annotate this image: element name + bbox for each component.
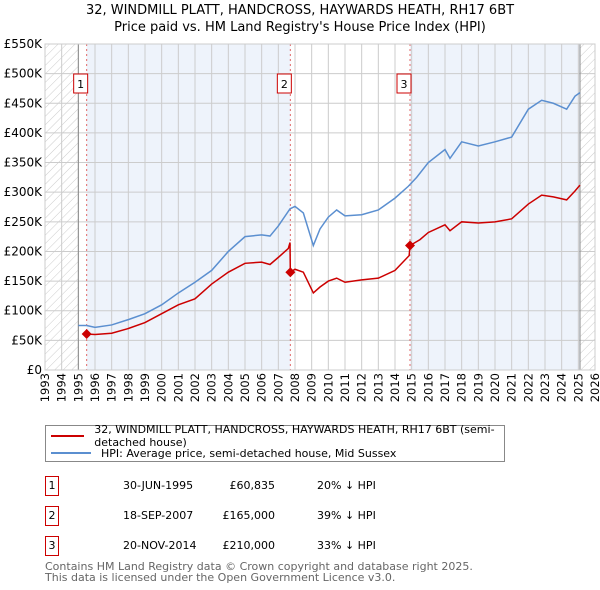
x-tick-label: 2013 bbox=[371, 373, 385, 402]
transaction-date: 30-JUN-1995 bbox=[123, 479, 194, 492]
legend-swatch-hpi bbox=[51, 452, 91, 454]
legend: 32, WINDMILL PLATT, HANDCROSS, HAYWARDS … bbox=[45, 423, 505, 462]
x-tick-label: 2024 bbox=[555, 373, 569, 402]
x-tick-label: 2008 bbox=[288, 373, 302, 402]
x-tick-label: 2001 bbox=[171, 373, 185, 402]
transaction-price: £165,000 bbox=[222, 509, 276, 522]
transaction-price: £60,835 bbox=[229, 479, 276, 492]
x-tick-label: 1994 bbox=[55, 373, 69, 402]
sale-label: 2 bbox=[281, 78, 288, 91]
sale-label-box bbox=[276, 73, 292, 94]
transaction-price: £210,000 bbox=[222, 539, 276, 552]
series-line-hpi bbox=[78, 91, 581, 329]
x-tick-label: 2006 bbox=[255, 373, 269, 402]
price-chart: 1993 1994 1995 1996 1997 1998 1999 2000 2001 2002… bbox=[4, 37, 600, 402]
x-tick-label: 2026 bbox=[588, 373, 600, 402]
x-tick-label: 2019 bbox=[471, 373, 485, 402]
x-tick-label: 2025 bbox=[571, 373, 585, 402]
x-tick-label: 2007 bbox=[271, 373, 285, 402]
footer-copyright: Contains HM Land Registry data © Crown c… bbox=[45, 560, 473, 573]
x-tick-label: 1993 bbox=[38, 373, 52, 402]
x-tick-label: 2011 bbox=[338, 373, 352, 402]
transaction-hpi: 33% ↓ HPI bbox=[317, 539, 376, 552]
x-tick-label: 2016 bbox=[421, 373, 435, 402]
legend-label-hpi: HPI: Average price, semi-detached house,… bbox=[101, 446, 397, 460]
transaction-number: 2 bbox=[45, 506, 59, 526]
legend-label-property: 32, WINDMILL PLATT, HANDCROSS, HAYWARDS … bbox=[94, 423, 495, 449]
x-tick-label: 2022 bbox=[521, 373, 535, 402]
footer-licence: This data is licensed under the Open Gov… bbox=[45, 571, 396, 584]
y-tick-label: £0 bbox=[27, 363, 42, 377]
y-tick-label: £100K bbox=[4, 304, 44, 318]
y-tick-label: £400K bbox=[4, 126, 44, 140]
legend-swatch-property bbox=[51, 435, 85, 437]
sale-label-box bbox=[396, 73, 412, 94]
x-tick-label: 1997 bbox=[105, 373, 119, 402]
hatched-region bbox=[580, 44, 595, 370]
transaction-date: 20-NOV-2014 bbox=[123, 539, 197, 552]
y-tick-label: £350K bbox=[4, 156, 44, 170]
sale-point bbox=[285, 267, 296, 278]
sale-point bbox=[81, 328, 92, 339]
x-tick-label: 1999 bbox=[138, 373, 152, 402]
plot-border bbox=[44, 43, 596, 371]
y-tick-label: £150K bbox=[4, 274, 44, 288]
x-tick-label: 2010 bbox=[321, 373, 335, 402]
y-tick-label: £450K bbox=[4, 96, 44, 110]
legend-item-property: 32, WINDMILL PLATT, HANDCROSS, HAYWARDS … bbox=[46, 423, 504, 449]
x-tick-label: 2000 bbox=[155, 373, 169, 402]
transaction-number: 1 bbox=[45, 476, 59, 496]
legend-item-hpi: HPI: Average price, semi-detached house,… bbox=[46, 445, 396, 461]
x-tick-label: 2005 bbox=[238, 373, 252, 402]
series-line-property bbox=[86, 184, 581, 336]
transaction-row: 3 20-NOV-2014 £210,000 33% ↓ HPI bbox=[45, 536, 445, 556]
sale-label: 1 bbox=[77, 78, 84, 91]
chart-title: 32, WINDMILL PLATT, HANDCROSS, HAYWARDS … bbox=[85, 3, 515, 18]
x-tick-label: 1996 bbox=[88, 373, 102, 402]
transaction-row: 1 30-JUN-1995 £60,835 20% ↓ HPI bbox=[45, 476, 445, 496]
x-tick-label: 2017 bbox=[438, 373, 452, 402]
transaction-hpi: 20% ↓ HPI bbox=[317, 479, 376, 492]
x-tick-label: 1998 bbox=[121, 373, 135, 402]
x-tick-label: 2021 bbox=[505, 373, 519, 402]
transaction-hpi: 39% ↓ HPI bbox=[317, 509, 376, 522]
chart-subtitle: Price paid vs. HM Land Registry's House … bbox=[114, 20, 486, 35]
x-tick-label: 2003 bbox=[205, 373, 219, 402]
x-tick-label: 2009 bbox=[305, 373, 319, 402]
x-tick-label: 1995 bbox=[71, 373, 85, 402]
sale-point bbox=[405, 240, 415, 251]
y-tick-label: £550K bbox=[4, 37, 44, 51]
x-tick-label: 2012 bbox=[355, 373, 369, 402]
y-tick-label: £200K bbox=[4, 244, 44, 258]
transaction-date: 18-SEP-2007 bbox=[123, 509, 194, 522]
x-tick-label: 2014 bbox=[388, 373, 402, 402]
transaction-row: 2 18-SEP-2007 £165,000 39% ↓ HPI bbox=[45, 506, 445, 526]
x-tick-label: 2023 bbox=[538, 373, 552, 402]
shaded-period bbox=[86, 44, 291, 370]
x-tick-label: 2018 bbox=[455, 373, 469, 402]
x-tick-label: 2015 bbox=[405, 373, 419, 402]
transaction-number: 3 bbox=[45, 536, 59, 556]
y-tick-label: £250K bbox=[4, 215, 44, 229]
x-tick-label: 2002 bbox=[188, 373, 202, 402]
x-tick-label: 2004 bbox=[221, 373, 235, 402]
y-tick-label: £300K bbox=[4, 185, 44, 199]
y-tick-label: £50K bbox=[11, 333, 43, 347]
y-tick-label: £500K bbox=[4, 67, 44, 81]
sale-label: 3 bbox=[401, 78, 408, 91]
sale-label-box bbox=[73, 73, 89, 94]
x-tick-label: 2020 bbox=[488, 373, 502, 402]
